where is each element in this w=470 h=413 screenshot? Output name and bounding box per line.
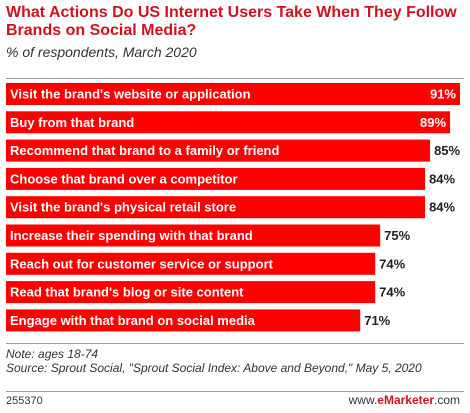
bar-label-8: Read that brand's blog or site content	[10, 285, 244, 300]
bar-label-5: Visit the brand's physical retail store	[10, 200, 236, 215]
bar-label-3: Recommend that brand to a family or frie…	[10, 143, 279, 158]
bar-4	[6, 167, 426, 190]
bar-value-4: 84%	[429, 171, 455, 186]
bar-label-9: Engage with that brand on social media	[10, 313, 256, 328]
brand-name: eMarketer	[377, 393, 434, 407]
chart-subtitle: % of respondents, March 2020	[6, 44, 197, 60]
chart-title: What Actions Do US Internet Users Take W…	[6, 4, 457, 39]
bar-1	[6, 83, 460, 105]
bar-3	[6, 139, 431, 162]
brand-logo: www.eMarketer.com	[349, 393, 460, 407]
brand-prefix: www.	[348, 393, 378, 407]
bar-7	[6, 252, 376, 275]
chart-footnote: Note: ages 18-74 Source: Sprout Social, …	[6, 347, 461, 375]
bar-label-7: Reach out for customer service or suppor…	[10, 256, 274, 271]
bar-value-8: 74%	[379, 285, 405, 300]
bar-label-4: Choose that brand over a competitor	[10, 171, 238, 186]
source-text: Source: Sprout Social, "Sprout Social In…	[6, 361, 422, 375]
bar-value-3: 85%	[434, 143, 460, 158]
bar-chart: Visit the brand's website or application…	[6, 83, 461, 332]
bar-label-6: Increase their spending with that brand	[10, 228, 253, 243]
bar-value-7: 74%	[379, 256, 405, 271]
bar-value-9: 71%	[364, 313, 390, 328]
bar-8	[6, 281, 376, 304]
bar-label-1: Visit the brand's website or application	[10, 87, 251, 102]
bar-value-5: 84%	[429, 200, 455, 215]
bar-6	[6, 224, 381, 247]
footer-divider	[6, 391, 464, 392]
bar-value-1: 91%	[430, 87, 456, 102]
bar-label-2: Buy from that brand	[10, 115, 134, 130]
note-text: Note: ages 18-74	[6, 347, 99, 361]
bar-value-6: 75%	[384, 228, 410, 243]
brand-suffix: .com	[433, 393, 460, 407]
chart-id: 255370	[6, 395, 43, 407]
bar-value-2: 89%	[420, 115, 446, 130]
bar-5	[6, 196, 426, 219]
bar-9	[6, 309, 361, 332]
top-divider	[6, 78, 464, 79]
bar-2	[6, 111, 451, 134]
bottom-divider	[6, 343, 464, 344]
